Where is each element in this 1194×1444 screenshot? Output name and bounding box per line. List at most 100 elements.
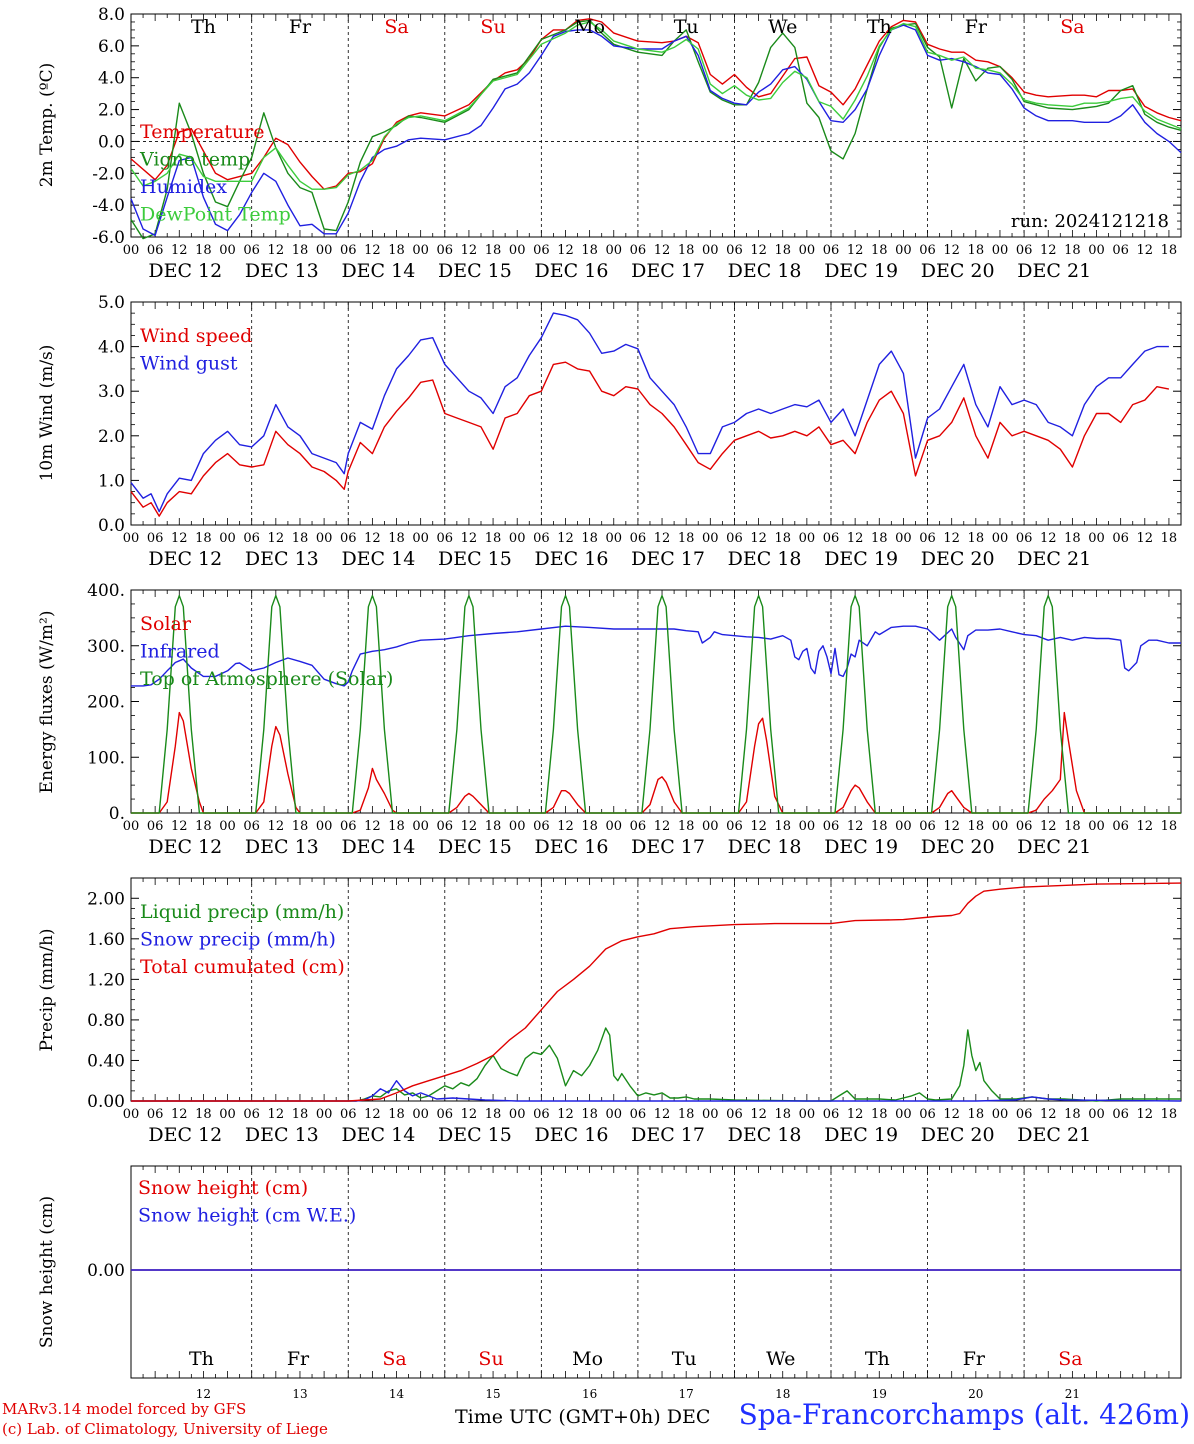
hour-tick-label: 06 [243, 1107, 260, 1122]
day-number-label: 16 [582, 1387, 597, 1401]
hour-tick-label: 12 [461, 1107, 478, 1122]
y-tick-label: -2.0 [92, 164, 125, 184]
hour-tick-label: 06 [1112, 819, 1129, 834]
date-label: DEC 12 [148, 1124, 222, 1146]
legend-entry: Solar [140, 613, 192, 635]
date-label: DEC 19 [824, 836, 898, 858]
hour-tick-label: 18 [1064, 1107, 1081, 1122]
hour-tick-label: 12 [268, 243, 285, 258]
hour-tick-label: 18 [292, 819, 309, 834]
hour-tick-label: 06 [1016, 243, 1033, 258]
hour-tick-label: 00 [412, 531, 429, 546]
hour-tick-label: 12 [654, 819, 671, 834]
hour-tick-label: 06 [533, 243, 550, 258]
day-name-label: Tu [672, 1348, 697, 1370]
y-tick-label: 8.0 [98, 5, 125, 25]
hour-tick-label: 12 [1040, 243, 1057, 258]
date-label: DEC 15 [438, 260, 512, 282]
hour-tick-label: 12 [750, 1107, 767, 1122]
hour-tick-label: 06 [630, 819, 647, 834]
hour-tick-label: 18 [195, 531, 212, 546]
hour-tick-label: 06 [147, 243, 164, 258]
date-label: DEC 15 [438, 1124, 512, 1146]
date-label: DEC 16 [535, 260, 609, 282]
y-axis-title: 10m Wind (m/s) [37, 345, 57, 482]
day-name-label: Su [480, 16, 505, 38]
legend-entry: Humidex [140, 176, 227, 198]
y-tick-label: 100. [87, 748, 125, 768]
hour-tick-label: 06 [726, 531, 743, 546]
date-label: DEC 13 [245, 548, 319, 570]
y-tick-label: 0.80 [87, 1011, 125, 1031]
y-tick-label: 2.00 [87, 889, 125, 909]
hour-tick-label: 00 [992, 531, 1009, 546]
date-label: DEC 21 [1017, 836, 1091, 858]
hour-tick-label: 18 [871, 531, 888, 546]
day-number-label: 14 [389, 1387, 405, 1401]
hour-tick-label: 12 [1040, 1107, 1057, 1122]
hour-tick-label: 00 [123, 531, 140, 546]
series-line-3-0 [131, 1027, 1181, 1102]
hour-tick-label: 18 [485, 819, 502, 834]
hour-tick-label: 06 [147, 531, 164, 546]
hour-tick-label: 18 [485, 531, 502, 546]
hour-tick-label: 12 [171, 531, 188, 546]
date-label: DEC 13 [245, 1124, 319, 1146]
hour-tick-label: 06 [726, 243, 743, 258]
y-tick-label: 200. [87, 693, 125, 713]
lab-credit: (c) Lab. of Climatology, University of L… [2, 1420, 328, 1438]
date-label: DEC 15 [438, 836, 512, 858]
date-label: DEC 19 [824, 260, 898, 282]
date-label: DEC 14 [341, 836, 415, 858]
day-number-label: 19 [872, 1387, 887, 1401]
hour-tick-label: 18 [871, 1107, 888, 1122]
hour-tick-label: 00 [605, 819, 622, 834]
hour-tick-label: 00 [895, 1107, 912, 1122]
date-label: DEC 17 [631, 1124, 705, 1146]
hour-tick-label: 06 [726, 1107, 743, 1122]
hour-tick-label: 18 [871, 819, 888, 834]
day-name-label: Su [478, 1348, 503, 1370]
run-label: run: 2024121218 [1011, 211, 1169, 232]
hour-tick-label: 12 [847, 1107, 864, 1122]
hour-tick-label: 12 [750, 243, 767, 258]
hour-tick-label: 06 [437, 243, 454, 258]
date-label: DEC 19 [824, 548, 898, 570]
hour-tick-label: 12 [943, 1107, 960, 1122]
day-name-label: Sa [384, 16, 408, 38]
hour-tick-label: 06 [340, 819, 357, 834]
y-tick-label: 0.0 [98, 132, 125, 152]
hour-tick-label: 00 [509, 243, 526, 258]
y-axis-title: Snow height (cm) [37, 1196, 57, 1348]
hour-tick-label: 12 [1137, 1107, 1154, 1122]
day-name-label: Fr [965, 16, 988, 38]
day-name-label: Fr [287, 1348, 310, 1370]
hour-tick-label: 06 [437, 1107, 454, 1122]
y-tick-label: 400. [87, 581, 125, 601]
hour-tick-label: 12 [461, 531, 478, 546]
hour-tick-label: 06 [1016, 819, 1033, 834]
series-line-0-2 [130, 24, 1182, 237]
hour-tick-label: 18 [1161, 819, 1178, 834]
hour-tick-label: 18 [678, 531, 695, 546]
hour-tick-label: 00 [895, 243, 912, 258]
time-axis-title: Time UTC (GMT+0h) DEC [455, 1406, 711, 1428]
date-label: DEC 16 [535, 836, 609, 858]
hour-tick-label: 00 [219, 819, 236, 834]
y-axis-title: 2m Temp. (ºC) [37, 63, 57, 188]
day-name-label: Sa [1058, 1348, 1082, 1370]
y-axis-title: Precip (mm/h) [37, 928, 57, 1051]
date-label: DEC 21 [1017, 1124, 1091, 1146]
day-name-label: Th [191, 16, 216, 38]
hour-tick-label: 00 [605, 1107, 622, 1122]
hour-tick-label: 06 [919, 819, 936, 834]
y-tick-label: 5.0 [98, 293, 125, 313]
hour-tick-label: 00 [992, 1107, 1009, 1122]
hour-tick-label: 18 [1064, 243, 1081, 258]
hour-tick-label: 12 [268, 1107, 285, 1122]
hour-tick-label: 00 [992, 243, 1009, 258]
series-line-0-0 [130, 18, 1182, 190]
hour-tick-label: 12 [1040, 819, 1057, 834]
series-line-3-1 [131, 1079, 1182, 1102]
hour-tick-label: 12 [750, 531, 767, 546]
